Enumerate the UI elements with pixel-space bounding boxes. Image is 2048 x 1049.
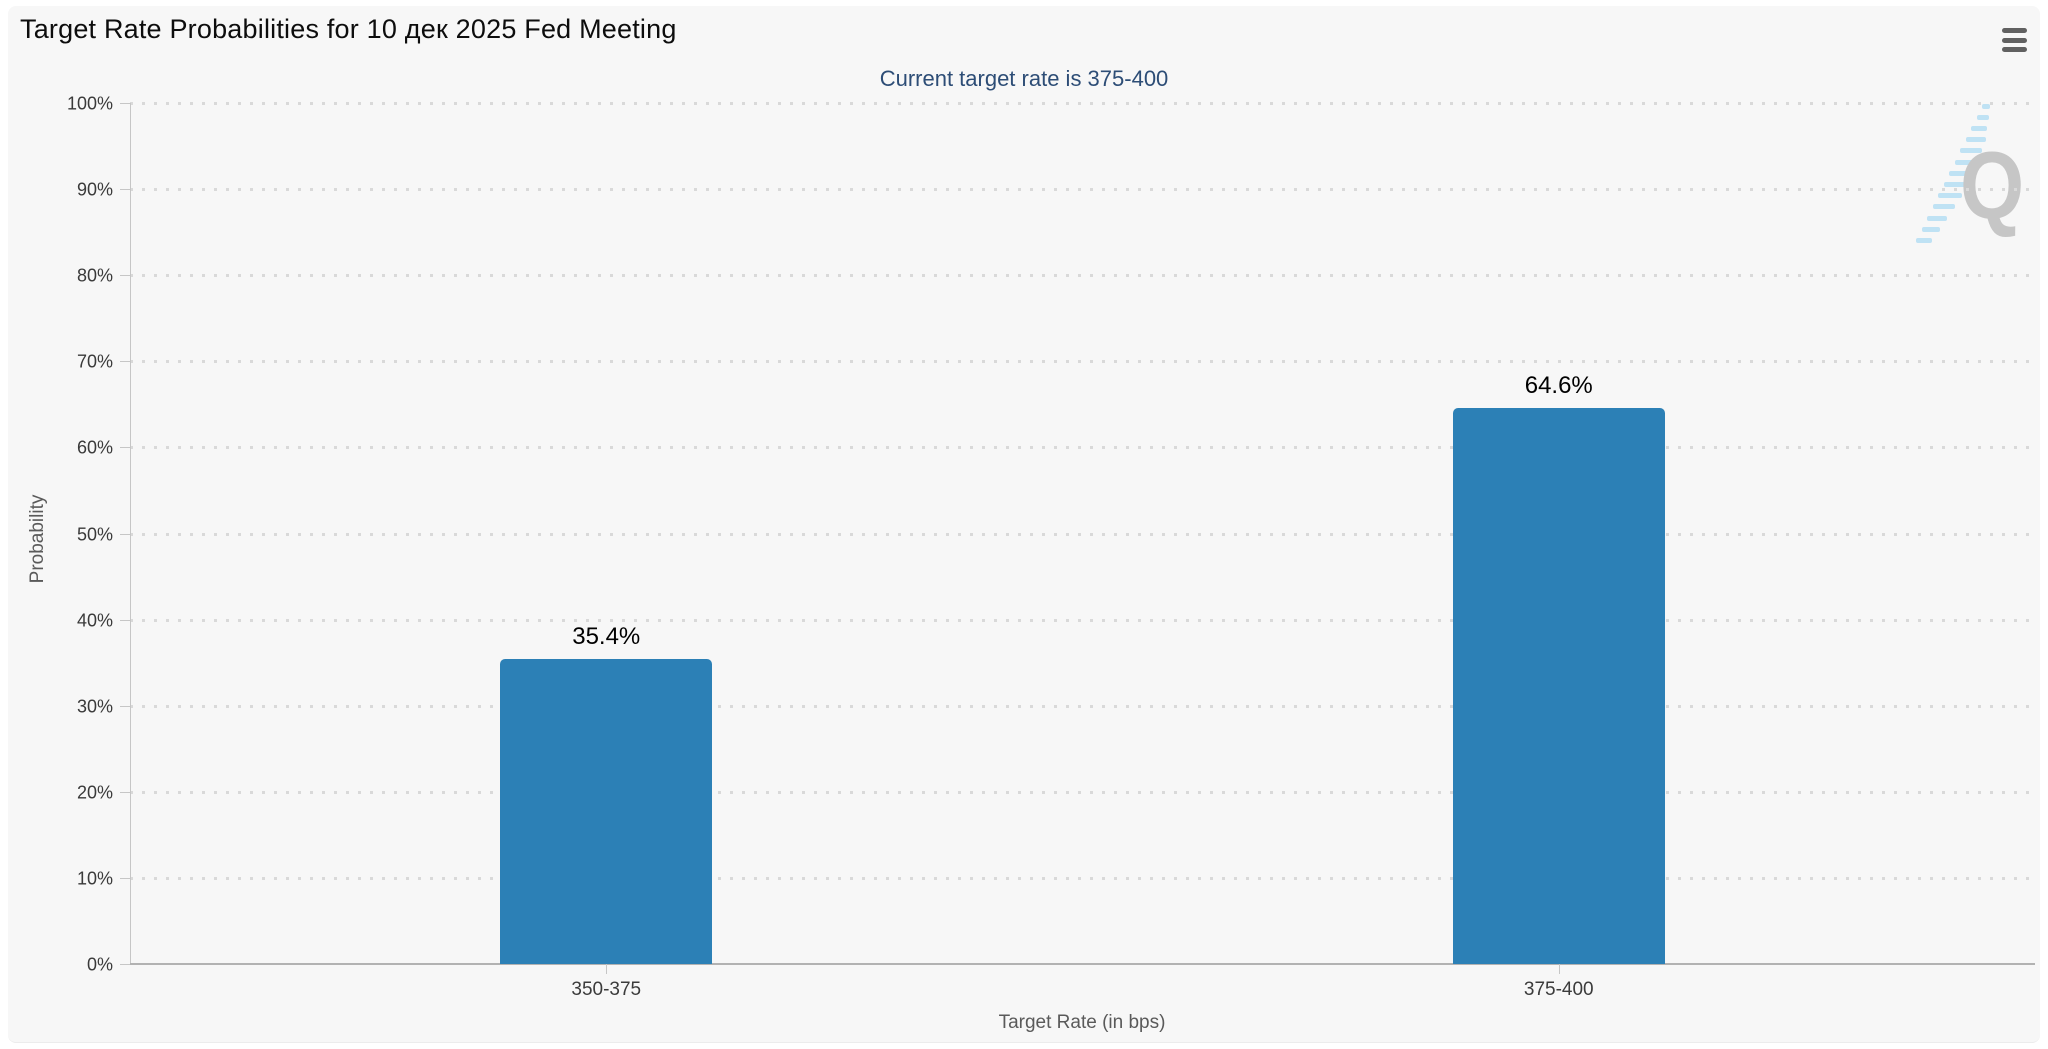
y-tick-label: 90% <box>76 179 113 200</box>
watermark-dash <box>1932 204 1955 210</box>
y-tick-label: 10% <box>76 868 113 889</box>
y-gridline <box>130 446 2035 450</box>
y-axis-tick <box>120 705 130 707</box>
watermark-dash <box>1938 193 1962 199</box>
x-category-label: 350-375 <box>571 979 642 1000</box>
y-gridline <box>130 360 2035 364</box>
watermark-dash <box>1976 114 1989 120</box>
y-axis-tick <box>120 189 130 191</box>
watermark-dash <box>1943 182 1970 187</box>
x-axis-line <box>130 963 2035 965</box>
watermark-dash <box>1921 226 1940 232</box>
watermark-dash <box>1927 215 1947 221</box>
watermark-dash <box>1949 170 1975 176</box>
y-gridline <box>130 274 2035 278</box>
watermark-dash <box>1954 159 1979 165</box>
y-axis-line <box>130 103 131 964</box>
y-tick-label: 0% <box>86 954 113 975</box>
y-gridline <box>130 188 2035 192</box>
chart-title: Target Rate Probabilities for 10 дек 202… <box>20 14 677 44</box>
y-gridline <box>130 790 2035 794</box>
y-tick-label: 50% <box>76 524 113 544</box>
y-axis-tick <box>120 275 130 277</box>
y-gridline <box>130 532 2035 536</box>
y-tick-label: 40% <box>76 610 113 631</box>
y-gridline <box>130 618 2035 622</box>
y-tick-label: 20% <box>76 782 113 803</box>
bar-375-400[interactable] <box>1452 407 1665 964</box>
x-axis-title: Target Rate (in bps) <box>998 1012 1166 1033</box>
chart-subtitle: Current target rate is 375-400 <box>879 66 1169 91</box>
y-axis-tick <box>120 447 130 449</box>
y-axis-tick <box>120 361 130 363</box>
hamburger-icon <box>1996 28 2032 52</box>
y-tick-label: 100% <box>66 93 113 114</box>
watermark-q-icon: Q <box>1960 132 2025 239</box>
y-axis-tick <box>120 619 130 621</box>
y-tick-label: 80% <box>76 265 113 286</box>
y-tick-label: 60% <box>76 437 113 458</box>
watermark-dash <box>1916 238 1932 243</box>
watermark-dash <box>1971 126 1987 131</box>
y-tick-label: 70% <box>76 351 113 372</box>
y-axis-title: Probability <box>27 494 48 584</box>
y-axis-tick <box>120 877 130 879</box>
watermark-dash <box>1965 137 1986 143</box>
y-axis-tick <box>120 533 130 535</box>
bar-value-label: 35.4% <box>572 623 641 651</box>
y-axis-tick <box>120 791 130 793</box>
chart-export-menu-button[interactable] <box>1996 22 2032 58</box>
y-axis-tick <box>120 964 130 965</box>
x-axis-tick <box>606 964 608 974</box>
y-tick-label: 30% <box>76 696 113 717</box>
y-gridline <box>130 102 2035 105</box>
x-axis-tick <box>1558 964 1560 974</box>
y-gridline <box>130 876 2035 880</box>
bar-value-label: 64.6% <box>1524 371 1593 399</box>
bar-350-375[interactable] <box>500 659 713 964</box>
y-gridline <box>130 704 2035 708</box>
y-axis-tick <box>120 103 130 104</box>
chart-panel: Target Rate Probabilities for 10 дек 202… <box>8 6 2040 1043</box>
watermark-dash <box>1960 148 1982 154</box>
x-category-label: 375-400 <box>1523 979 1594 1000</box>
